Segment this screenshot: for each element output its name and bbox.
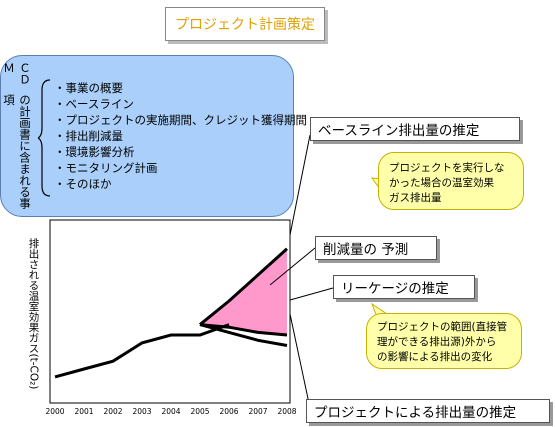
project-callout: プロジェクトによる排出量の推定 xyxy=(306,399,550,423)
list-item: そのほか xyxy=(54,176,307,192)
list-item: 事業の概要 xyxy=(54,80,307,96)
list-item: 環境影響分析 xyxy=(54,144,307,160)
x-tick-label: 2000 xyxy=(45,407,64,416)
x-tick-label: 2004 xyxy=(161,407,180,416)
connector-leakage xyxy=(289,287,334,301)
x-tick-label: 2005 xyxy=(190,407,209,416)
x-ticks: 2000 2001 2002 2003 2004 2005 2006 2007 2008 xyxy=(45,407,296,416)
note-line: プロジェクトを実行しな xyxy=(389,162,505,174)
note-line: プロジェクトの範囲(直接管 xyxy=(377,321,508,333)
leakage-callout-text: リーケージの推定 xyxy=(341,281,449,297)
x-tick-label: 2007 xyxy=(248,407,267,416)
list-item: プロジェクトの実施期間、クレジット獲得期間 xyxy=(54,112,308,128)
x-tick-label: 2003 xyxy=(132,407,151,416)
leakage-callout: リーケージの推定 xyxy=(333,275,475,299)
y-axis-label: 排出される温室効果ガス(t-CO₂) xyxy=(27,238,40,390)
cdm-plan-label-prefix: ＣＤＭ xyxy=(2,62,32,85)
baseline-note: プロジェクトを実行しな かった場合の温室効果 ガス排出量 xyxy=(378,152,524,210)
leakage-line xyxy=(199,323,288,337)
leakage-note: プロジェクトの範囲(直接管 理ができる排出源)外から の影響による排出の変化 xyxy=(366,313,522,369)
history-line xyxy=(54,323,230,379)
cdm-plan-label: ＣＤＭ の計画書に含まれる事項 xyxy=(2,62,32,210)
cdm-plan-label-text: の計画書に含まれる事項 xyxy=(2,93,32,209)
page-title: プロジェクト計画策定 xyxy=(175,17,315,33)
x-tick-label: 2001 xyxy=(74,407,93,416)
baseline-callout-text: ベースライン排出量の推定 xyxy=(318,123,480,139)
reduction-callout-text: 削減量の 予測 xyxy=(323,242,409,258)
connector-baseline xyxy=(289,134,311,236)
x-tick-label: 2008 xyxy=(277,407,296,416)
brace-icon xyxy=(38,79,51,197)
x-tick-label: 2006 xyxy=(219,407,238,416)
note-line: 理ができる排出源)外から xyxy=(377,336,497,348)
note-line: ガス排出量 xyxy=(389,192,442,204)
list-item: ベースライン xyxy=(54,96,307,112)
connector-project xyxy=(289,313,311,409)
x-tick-label: 2002 xyxy=(103,407,122,416)
baseline-callout: ベースライン排出量の推定 xyxy=(310,117,520,141)
list-item: 排出削減量 xyxy=(54,128,307,144)
title-box: プロジェクト計画策定 xyxy=(165,7,325,41)
reduction-callout: 削減量の 予測 xyxy=(315,236,437,260)
baseline-line xyxy=(199,247,289,326)
project-line xyxy=(199,323,288,347)
plan-item-list: 事業の概要 ベースライン プロジェクトの実施期間、クレジット獲得期間 排出削減量… xyxy=(54,80,308,192)
note-line: かった場合の温室効果 xyxy=(389,177,494,189)
list-item: モニタリング計画 xyxy=(54,160,307,176)
note-line: の影響による排出の変化 xyxy=(377,351,493,363)
project-callout-text: プロジェクトによる排出量の推定 xyxy=(314,405,517,421)
connector-reduction xyxy=(269,247,316,286)
